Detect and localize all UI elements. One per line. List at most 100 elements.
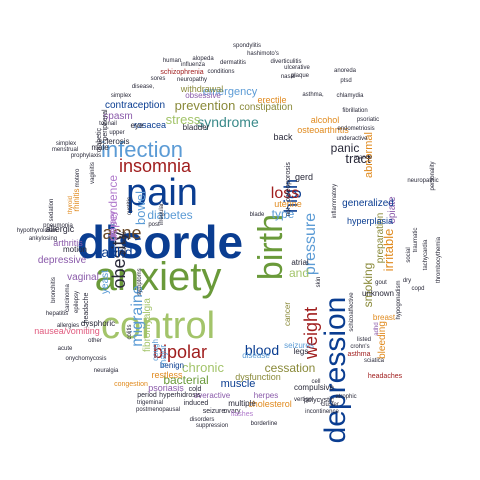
word-yeast: yeast: [100, 270, 111, 294]
word-hypogonadism: hypogonadism: [396, 280, 402, 319]
word-neuralgia: neuralgia: [94, 368, 119, 374]
word-bronchitis: bronchitis: [51, 277, 57, 303]
word-prevention: prevention: [175, 98, 236, 113]
word-dysfunction: dysfunction: [235, 372, 281, 382]
word-personality: personality: [430, 161, 436, 190]
word-ulcerative: ulcerative: [284, 65, 310, 71]
word-thrombocythemia: thrombocythemia: [436, 236, 442, 283]
word-schizoaffective: schizoaffective: [349, 292, 355, 332]
word-acne: acne: [102, 223, 141, 243]
word-generalized: generalized: [342, 198, 394, 209]
word-emergency: emergency: [203, 86, 258, 98]
word-seizures: seizures: [284, 341, 314, 350]
word-fibrillation: fibrillation: [342, 108, 367, 114]
word-ptsd: ptsd: [340, 78, 351, 84]
word-diverticulitis: diverticulitis: [270, 59, 301, 65]
word-pressure: pressure: [302, 213, 319, 275]
word-copd: copd: [411, 286, 424, 292]
word-borderline: borderline: [251, 421, 278, 427]
word-prophylaxis: prophylaxis: [71, 153, 101, 159]
word-stress: stress: [166, 112, 201, 127]
word-headaches: headaches: [368, 373, 403, 380]
word-depressive: depressive: [38, 255, 87, 266]
word-withdrawal: withdrawal: [180, 84, 224, 94]
word-eye: eye: [131, 121, 144, 130]
word-bipolar: bipolar: [153, 342, 207, 362]
word-ovary: ovary: [223, 408, 241, 415]
word-toenail: toenail: [99, 121, 117, 127]
word-post: post: [148, 222, 160, 228]
word-cholesterol: cholesterol: [248, 399, 292, 409]
word-traumatic: traumatic: [413, 228, 419, 253]
word-spasm: spasm: [103, 111, 132, 122]
word-sores: sores: [151, 76, 166, 82]
word-ankylosing: ankylosing: [29, 236, 57, 242]
word-insomnia: insomnia: [119, 156, 192, 176]
word-male: male: [91, 143, 109, 152]
word-hashimoto-s: hashimoto's: [247, 51, 279, 57]
word-chlamydia: chlamydia: [336, 93, 364, 99]
word-hyperplasia: hyperplasia: [347, 216, 393, 226]
word-herpes: herpes: [254, 391, 278, 400]
word-vaginal: vaginal: [67, 272, 99, 283]
word-disease-: disease,: [132, 84, 155, 90]
word-pain: pain: [126, 172, 198, 214]
word-hypothyroidism: hypothyroidism: [17, 228, 57, 234]
word-thyroid: thyroid: [68, 196, 74, 214]
word-cell: cell: [311, 379, 320, 385]
word-atrial: atrial: [291, 258, 309, 267]
word-muscle: muscle: [221, 378, 256, 390]
word-bacterial: bacterial: [122, 232, 128, 255]
word-period: period: [137, 392, 157, 399]
word-tachycardia: tachycardia: [423, 239, 429, 270]
word-atrophic: atrophic: [335, 394, 356, 400]
word-smoking: smoking: [361, 263, 375, 308]
word-polycystic: polycystic: [304, 397, 335, 404]
word-vaginitis: vaginitis: [90, 162, 96, 184]
word-anoreda: anoreda: [334, 68, 357, 74]
word-type: type: [272, 207, 295, 221]
word-irregular: irregular: [159, 203, 165, 225]
word-sclerosis: sclerosis: [98, 137, 129, 146]
word-blood: blood: [245, 342, 279, 358]
word-carcinoma: carcinoma: [65, 284, 71, 312]
word-restless: restless: [151, 370, 183, 380]
word-diabetic: diabetic: [96, 127, 103, 152]
word-simplex: simplex: [56, 141, 76, 147]
word-unknown: unknown: [362, 289, 394, 298]
word-loss: loss: [271, 185, 299, 202]
word-hyperhidrosis: hyperhidrosis: [159, 392, 201, 399]
word-high: high: [281, 179, 301, 213]
word-skin: skin: [316, 277, 322, 288]
word-crohn-s: crohn's: [350, 344, 369, 350]
word-dependence: dependence: [106, 175, 120, 241]
word-rhinitis: rhinitis: [72, 188, 81, 211]
word-seizure: seizure: [203, 408, 226, 415]
word-erectile: erectile: [257, 95, 286, 105]
word-nasal: nasal: [281, 74, 295, 80]
word-acute: acute: [58, 346, 73, 352]
word-urinary: urinary: [108, 211, 119, 242]
word-adhd: adhd: [374, 322, 380, 335]
word-congestion: congestion: [114, 381, 148, 388]
word-other: other: [88, 338, 102, 344]
word-adhd: adhd: [101, 244, 132, 260]
word-dry: dry: [403, 278, 411, 284]
word-human: human: [163, 58, 181, 64]
word-bleeding: bleeding: [377, 321, 388, 359]
word-osteoporosis: osteoporosis: [285, 162, 292, 202]
word-cold: cold: [189, 386, 202, 393]
word-spondylitis: spondylitis: [233, 43, 261, 49]
word-depression: depression: [319, 297, 352, 444]
word-schizophrenia: schizophrenia: [160, 69, 203, 76]
word-major: major: [158, 345, 168, 368]
word-breast: breast: [373, 313, 396, 322]
word-postmenopausal: postmenopausal: [136, 407, 180, 413]
word-osteoarthritis: osteoarthritis: [297, 125, 349, 135]
word-epilepsy: epilepsy: [74, 291, 80, 313]
word-influenza: influenza: [181, 62, 206, 68]
word-cystitis: cystitis: [127, 197, 133, 215]
word-listed: listed: [357, 337, 371, 343]
